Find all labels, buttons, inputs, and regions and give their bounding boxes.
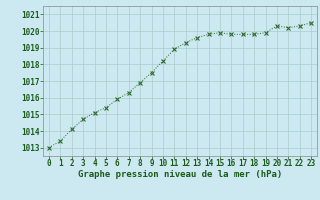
X-axis label: Graphe pression niveau de la mer (hPa): Graphe pression niveau de la mer (hPa) (78, 170, 282, 179)
